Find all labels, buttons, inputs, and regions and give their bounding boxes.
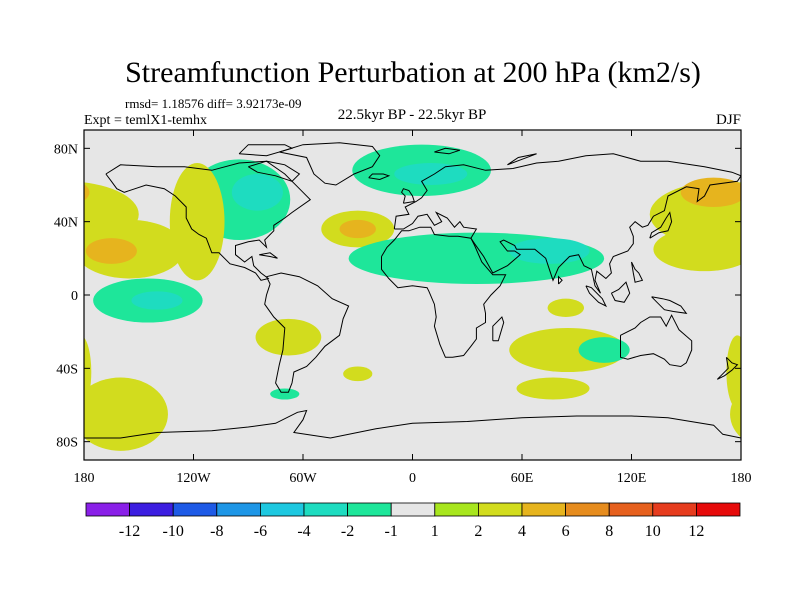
- colorbar-box-5: [303, 502, 348, 517]
- period-label: 22.5kyr BP - 22.5kyr BP: [338, 107, 487, 123]
- colorbar-label-8: 2: [474, 523, 482, 540]
- contour-region-24-wrap: [84, 337, 92, 407]
- colorbar-label-10: 6: [562, 523, 570, 540]
- colorbar-label-0: -12: [119, 523, 140, 540]
- colorbar-box-13: [652, 502, 697, 517]
- x-tick-label-6: 180: [731, 471, 752, 486]
- coastline-iceland: [368, 173, 391, 181]
- coastline-south-america: [264, 272, 350, 393]
- x-tick-label-0: 180: [74, 471, 95, 486]
- colorbar-label-1: -10: [163, 523, 184, 540]
- coastline-sumatra: [585, 285, 608, 308]
- coastline-cuba: [259, 252, 278, 259]
- coastline-sri-lanka: [558, 275, 563, 285]
- contour-region-23: [547, 298, 585, 318]
- coastline-antarctica: [84, 409, 741, 439]
- experiment-label: Expt = temlX1-temhx: [84, 113, 207, 128]
- colorbar-label-3: -6: [254, 523, 267, 540]
- x-tick-label-3: 0: [409, 471, 416, 486]
- contour-region-2: [653, 227, 741, 272]
- contour-region-21: [578, 337, 630, 363]
- coastline-novaya-zemlya: [507, 153, 537, 166]
- y-tick-label-0: 80N: [54, 142, 78, 157]
- colorbar-label-12: 10: [645, 523, 661, 540]
- coastline-greenland: [279, 142, 381, 186]
- colorbar-box-1: [129, 502, 174, 517]
- contour-region-22: [516, 377, 590, 400]
- colorbar-box-7: [390, 502, 436, 517]
- colorbar-box-12: [608, 502, 654, 517]
- y-tick-label-1: 40N: [54, 216, 78, 231]
- colorbar-box-6: [347, 502, 392, 517]
- stats-label: rmsd= 1.18576 diff= 3.92173e-09: [125, 96, 302, 111]
- chart-title: Streamfunction Perturbation at 200 hPa (…: [125, 56, 701, 89]
- colorbar-box-11: [565, 502, 610, 517]
- colorbar-box-2: [172, 502, 218, 517]
- contour-region-3-wrap: [731, 232, 741, 266]
- coastline-ellesmere: [238, 144, 294, 157]
- contour-region-16: [255, 318, 322, 356]
- x-axis: 180 120W 60W 0 60E 120E 180: [74, 130, 752, 486]
- coastline-north-america: [105, 160, 312, 281]
- colorbar-box-10: [521, 502, 566, 517]
- x-tick-label-5: 120E: [617, 471, 647, 486]
- coastline-africa: [381, 226, 507, 358]
- coastline-new-guinea: [651, 296, 688, 314]
- y-tick-label-4: 80S: [56, 436, 78, 451]
- coastline-madagascar: [492, 316, 505, 342]
- colorbar-box-4: [259, 502, 305, 517]
- colorbar-label-11: 8: [605, 523, 613, 540]
- contour-region-9: [339, 219, 376, 239]
- x-tick-label-2: 60W: [289, 471, 317, 486]
- colorbar-label-5: -2: [341, 523, 354, 540]
- coastline-australia: [620, 314, 693, 368]
- y-tick-label-2: 0: [71, 289, 78, 304]
- contour-region-18: [343, 366, 373, 382]
- y-axis: 80N 40N 0 40S 80S: [54, 142, 741, 451]
- contour-region-1: [680, 177, 741, 207]
- colorbar-label-2: -8: [210, 523, 223, 540]
- contour-region-1-wrap: [84, 184, 90, 201]
- contour-region-7: [169, 163, 225, 281]
- contour-region-24: [726, 335, 741, 409]
- contour-region-15: [131, 291, 183, 310]
- coastline-svalbard: [434, 147, 461, 155]
- coastline-uk: [400, 188, 415, 204]
- colorbar-box-14: [696, 502, 741, 517]
- colorbar-box-9: [477, 502, 523, 517]
- contour-region-6: [231, 174, 283, 211]
- colorbar-box-3: [216, 502, 261, 517]
- x-tick-label-4: 60E: [511, 471, 534, 486]
- contour-region-4: [85, 238, 137, 264]
- colorbar-label-6: -1: [385, 523, 398, 540]
- colorbar: -12 -10 -8 -6 -4 -2 -1 1 2 4 6 8 10 12: [85, 502, 741, 540]
- colorbar-box-0: [85, 502, 130, 517]
- coastline-baffin: [248, 160, 301, 182]
- contour-region-17: [84, 377, 168, 451]
- coastline-layer: [84, 142, 741, 439]
- x-tick-label-1: 120W: [176, 471, 211, 486]
- coastline-philippines: [631, 261, 644, 283]
- y-tick-label-3: 40S: [56, 362, 78, 377]
- contour-region-13: [509, 238, 590, 264]
- coastline-japan: [649, 211, 673, 239]
- season-label: DJF: [716, 112, 741, 128]
- colorbar-label-7: 1: [431, 523, 439, 540]
- colorbar-label-13: 12: [688, 523, 704, 540]
- coastline-borneo: [610, 281, 631, 303]
- colorbar-label-9: 4: [518, 523, 526, 540]
- contour-region-11: [394, 163, 468, 185]
- contour-region-19: [270, 388, 300, 400]
- colorbar-label-4: -4: [297, 523, 310, 540]
- colorbar-box-8: [434, 502, 479, 517]
- coastline-new-zealand: [716, 356, 739, 380]
